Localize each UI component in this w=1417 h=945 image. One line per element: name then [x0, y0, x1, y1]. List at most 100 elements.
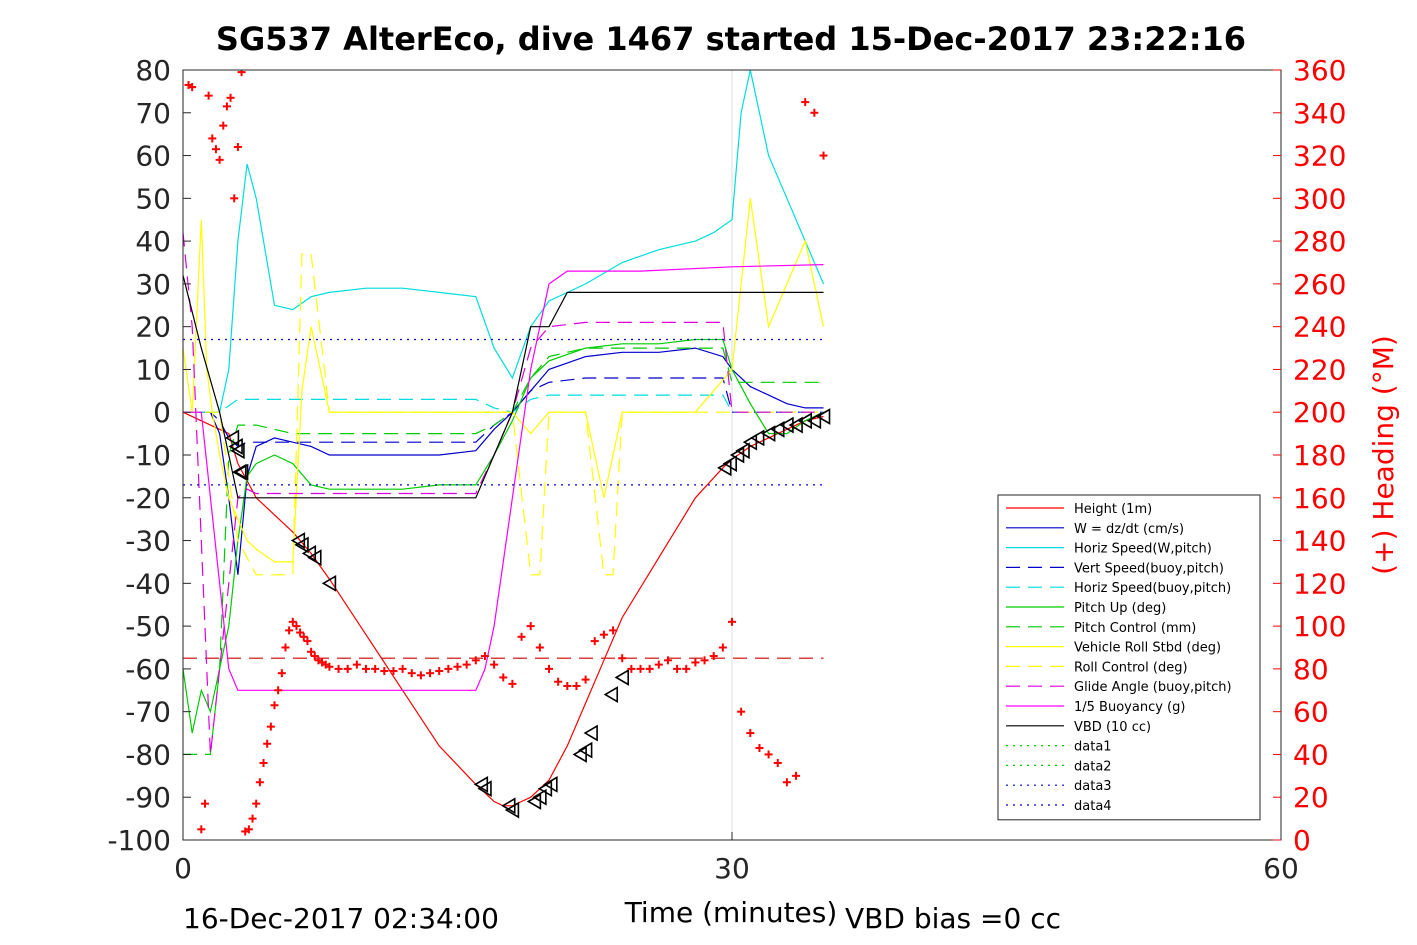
- heading-point: [219, 121, 228, 130]
- heading-point: [517, 632, 526, 641]
- y-tick-label: -40: [125, 567, 171, 600]
- y-right-tick-label: 100: [1293, 610, 1346, 643]
- heading-point: [230, 194, 239, 203]
- height-marker: [543, 775, 558, 793]
- y-right-tick-label: 60: [1293, 696, 1329, 729]
- heading-point: [535, 643, 544, 652]
- height-marker: [583, 724, 598, 742]
- heading-point: [263, 739, 272, 748]
- heading-point: [380, 667, 389, 676]
- legend-label: Horiz Speed(W,pitch): [1074, 542, 1212, 557]
- heading-point: [343, 664, 352, 673]
- heading-point: [334, 664, 343, 673]
- height-marker: [230, 442, 245, 460]
- heading-point: [204, 91, 213, 100]
- heading-point: [682, 664, 691, 673]
- heading-point: [270, 701, 279, 710]
- height-marker: [614, 669, 630, 686]
- y-right-tick-label: 300: [1293, 182, 1346, 215]
- heading-point: [303, 637, 312, 646]
- heading-point: [285, 626, 294, 635]
- y-tick-label: -10: [125, 439, 171, 472]
- y-right-tick-label: 260: [1293, 268, 1346, 301]
- heading-point: [259, 759, 268, 767]
- heading-point: [325, 662, 334, 671]
- legend-label: Horiz Speed(buoy,pitch): [1074, 581, 1231, 596]
- height-marker: [750, 429, 765, 447]
- chart-title: SG537 AlterEco, dive 1467 started 15-Dec…: [216, 20, 1246, 58]
- heading-point: [499, 673, 508, 682]
- y-right-tick-label: 240: [1293, 311, 1346, 344]
- y-tick-label: -70: [125, 696, 171, 729]
- y-right-tick-label: 340: [1293, 97, 1346, 130]
- height-marker: [307, 549, 322, 567]
- legend-label: 1/5 Buoyancy (g): [1074, 700, 1185, 715]
- heading-point: [590, 637, 599, 646]
- series-line-Horiz Speed(buoy,pitch): [183, 394, 824, 413]
- heading-point: [663, 656, 672, 665]
- legend-label: VBD (10 cc): [1074, 720, 1151, 735]
- height-marker: [603, 686, 619, 703]
- heading-point: [248, 814, 257, 823]
- heading-point: [307, 647, 316, 656]
- heading-point: [296, 628, 305, 637]
- series-line-Roll Control (deg): [183, 253, 824, 576]
- heading-point: [746, 729, 755, 738]
- heading-point: [252, 799, 261, 808]
- heading-point: [728, 617, 736, 626]
- heading-point: [288, 617, 297, 626]
- heading-point: [599, 630, 608, 639]
- y-tick-label: -80: [125, 738, 171, 771]
- y-right-tick-label: 40: [1293, 738, 1329, 771]
- heading-point: [299, 632, 308, 641]
- heading-point: [462, 660, 471, 669]
- legend-label: data3: [1074, 779, 1112, 794]
- x-axis-label: Time (minutes): [624, 896, 838, 929]
- heading-point: [352, 660, 361, 669]
- heading-point: [471, 656, 480, 665]
- y-tick-label: 50: [135, 182, 171, 215]
- heading-point: [755, 744, 764, 753]
- y-right-tick-label: 160: [1293, 482, 1346, 515]
- series-line-Horiz Speed(W,pitch): [183, 70, 825, 413]
- heading-point: [792, 771, 801, 780]
- x-tick-label: 30: [714, 852, 750, 885]
- heading-point: [819, 151, 828, 160]
- y-tick-label: -30: [125, 525, 171, 558]
- y-tick-label: 0: [153, 396, 171, 429]
- height-marker: [504, 801, 520, 819]
- legend-label: data1: [1074, 740, 1112, 755]
- heading-point: [645, 664, 654, 673]
- height-marker: [224, 429, 240, 447]
- heading-point: [526, 622, 535, 631]
- heading-point: [627, 664, 636, 673]
- legend-label: Pitch Up (deg): [1074, 601, 1166, 616]
- y-tick-label: 60: [135, 140, 171, 173]
- heading-point: [782, 778, 791, 787]
- series-line-1/5 Buoyancy (g): [183, 264, 824, 691]
- heading-point: [764, 750, 773, 759]
- heading-point: [636, 664, 645, 673]
- heading-point: [810, 108, 819, 117]
- heading-point: [773, 759, 782, 767]
- series-line-Pitch Control (mm): [183, 347, 824, 756]
- y-tick-label: -90: [125, 781, 171, 814]
- heading-point: [208, 134, 217, 143]
- y-tick-label: 70: [135, 97, 171, 130]
- y-right-tick-label: 280: [1293, 225, 1346, 258]
- legend-label: Vert Speed(buoy,pitch): [1074, 561, 1224, 576]
- heading-point: [654, 660, 663, 669]
- y-right-tick-label: 320: [1293, 140, 1346, 173]
- heading-point: [237, 70, 246, 77]
- legend-label: Roll Control (deg): [1074, 660, 1188, 675]
- y-right-tick-label: 140: [1293, 525, 1346, 558]
- legend-label: Pitch Control (mm): [1074, 621, 1196, 636]
- y-right-tick-label: 80: [1293, 653, 1329, 686]
- heading-point: [255, 778, 264, 787]
- heading-point: [389, 667, 398, 676]
- heading-point: [416, 671, 425, 680]
- heading-point: [233, 143, 242, 151]
- y-right-tick-label: 20: [1293, 781, 1329, 814]
- heading-point: [281, 643, 290, 652]
- heading-point: [292, 622, 301, 631]
